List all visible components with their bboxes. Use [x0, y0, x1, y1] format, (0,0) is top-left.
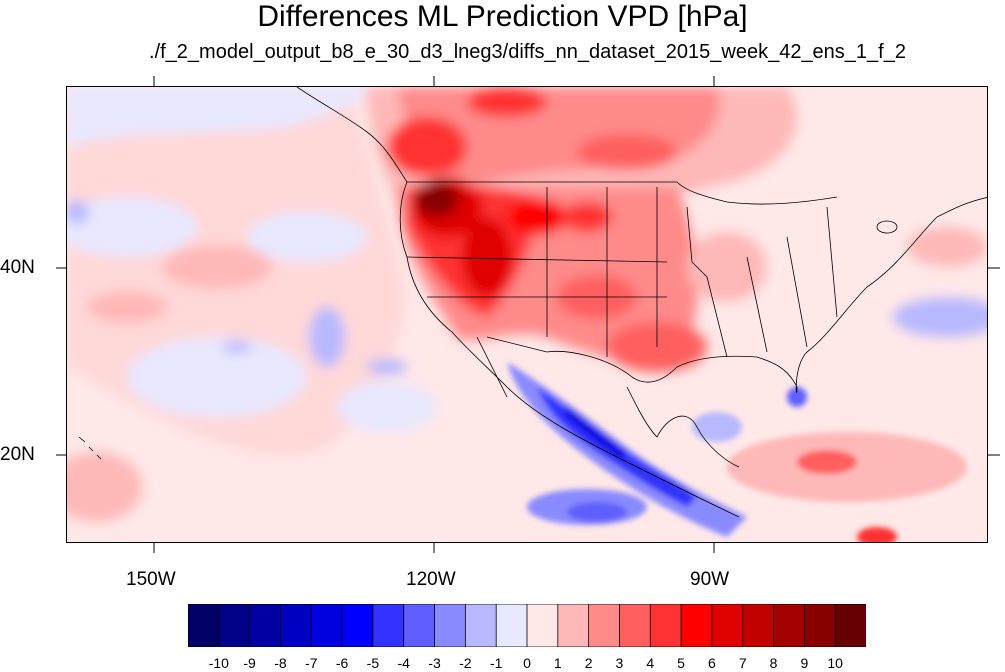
- colorbar-tick-label: 6: [708, 655, 716, 671]
- colorbar-swatch: [188, 604, 220, 647]
- lon-tick-label: 120W: [406, 569, 456, 590]
- colorbar-swatch: [619, 604, 652, 647]
- colorbar-tick-label: -7: [305, 655, 318, 671]
- colorbar-swatch: [588, 604, 621, 647]
- map-title: Differences ML Prediction VPD [hPa]: [257, 0, 748, 33]
- colorbar-swatch: [434, 604, 467, 647]
- colorbar-swatch: [218, 604, 251, 647]
- colorbar-swatch: [280, 604, 313, 647]
- colorbar-tick-label: -8: [274, 655, 287, 671]
- map-subtitle: ./f_2_model_output_b8_e_30_d3_lneg3/diff…: [149, 41, 906, 63]
- colorbar-tick-label: 1: [553, 655, 562, 671]
- colorbar-swatch: [803, 604, 837, 647]
- colorbar-tick-label: 5: [677, 655, 685, 671]
- colorbar-swatch: [464, 604, 498, 647]
- colorbar-tick-label: -9: [243, 655, 256, 671]
- colorbar-tick-label: 4: [646, 655, 655, 671]
- lat-tick-label: 40N: [0, 257, 35, 278]
- land-field: [367, 87, 987, 372]
- colorbar-tick-label: 3: [615, 655, 624, 671]
- coastlines: [78, 87, 987, 518]
- colorbar-swatch: [341, 604, 374, 647]
- colorbar-tick-label: -3: [428, 655, 441, 671]
- colorbar-tick-label: -2: [459, 655, 472, 671]
- colorbar: [188, 604, 866, 647]
- colorbar-tick-label: 10: [827, 655, 843, 671]
- colorbar-tick-label: 8: [769, 655, 778, 671]
- colorbar-tick-label: 7: [738, 655, 747, 671]
- colorbar-tick-label: -6: [335, 655, 349, 671]
- colorbar-swatch: [742, 604, 775, 647]
- colorbar-tick-label: -10: [208, 655, 229, 671]
- vpd-difference-map: [67, 87, 987, 542]
- lon-tick-label: 90W: [690, 569, 730, 590]
- axis-ticks: [56, 76, 1000, 553]
- colorbar-tick-label: 9: [800, 655, 809, 671]
- colorbar-tick-label: -1: [489, 655, 503, 671]
- colorbar-tick-label: -4: [397, 655, 410, 671]
- pacific-field: [67, 87, 437, 522]
- colorbar-swatch: [773, 604, 806, 647]
- colorbar-swatch: [403, 604, 436, 647]
- colorbar-tick-label: 2: [584, 655, 593, 671]
- colorbar-swatch: [680, 604, 713, 647]
- colorbar-swatch: [495, 604, 528, 647]
- colorbar-swatch: [249, 604, 282, 647]
- colorbar-swatch: [310, 604, 343, 647]
- map-panel: [66, 86, 988, 543]
- colorbar-swatch: [526, 604, 559, 647]
- lon-tick-label: 150W: [126, 569, 176, 590]
- colorbar-swatch: [834, 604, 866, 647]
- lat-tick-label: 20N: [0, 444, 35, 465]
- colorbar-tick-label: -5: [366, 655, 380, 671]
- colorbar-tick-label: 0: [523, 655, 531, 671]
- colorbar-swatch: [557, 604, 590, 647]
- colorbar-swatch: [372, 604, 405, 647]
- colorbar-swatch: [711, 604, 744, 647]
- colorbar-swatch: [649, 604, 682, 647]
